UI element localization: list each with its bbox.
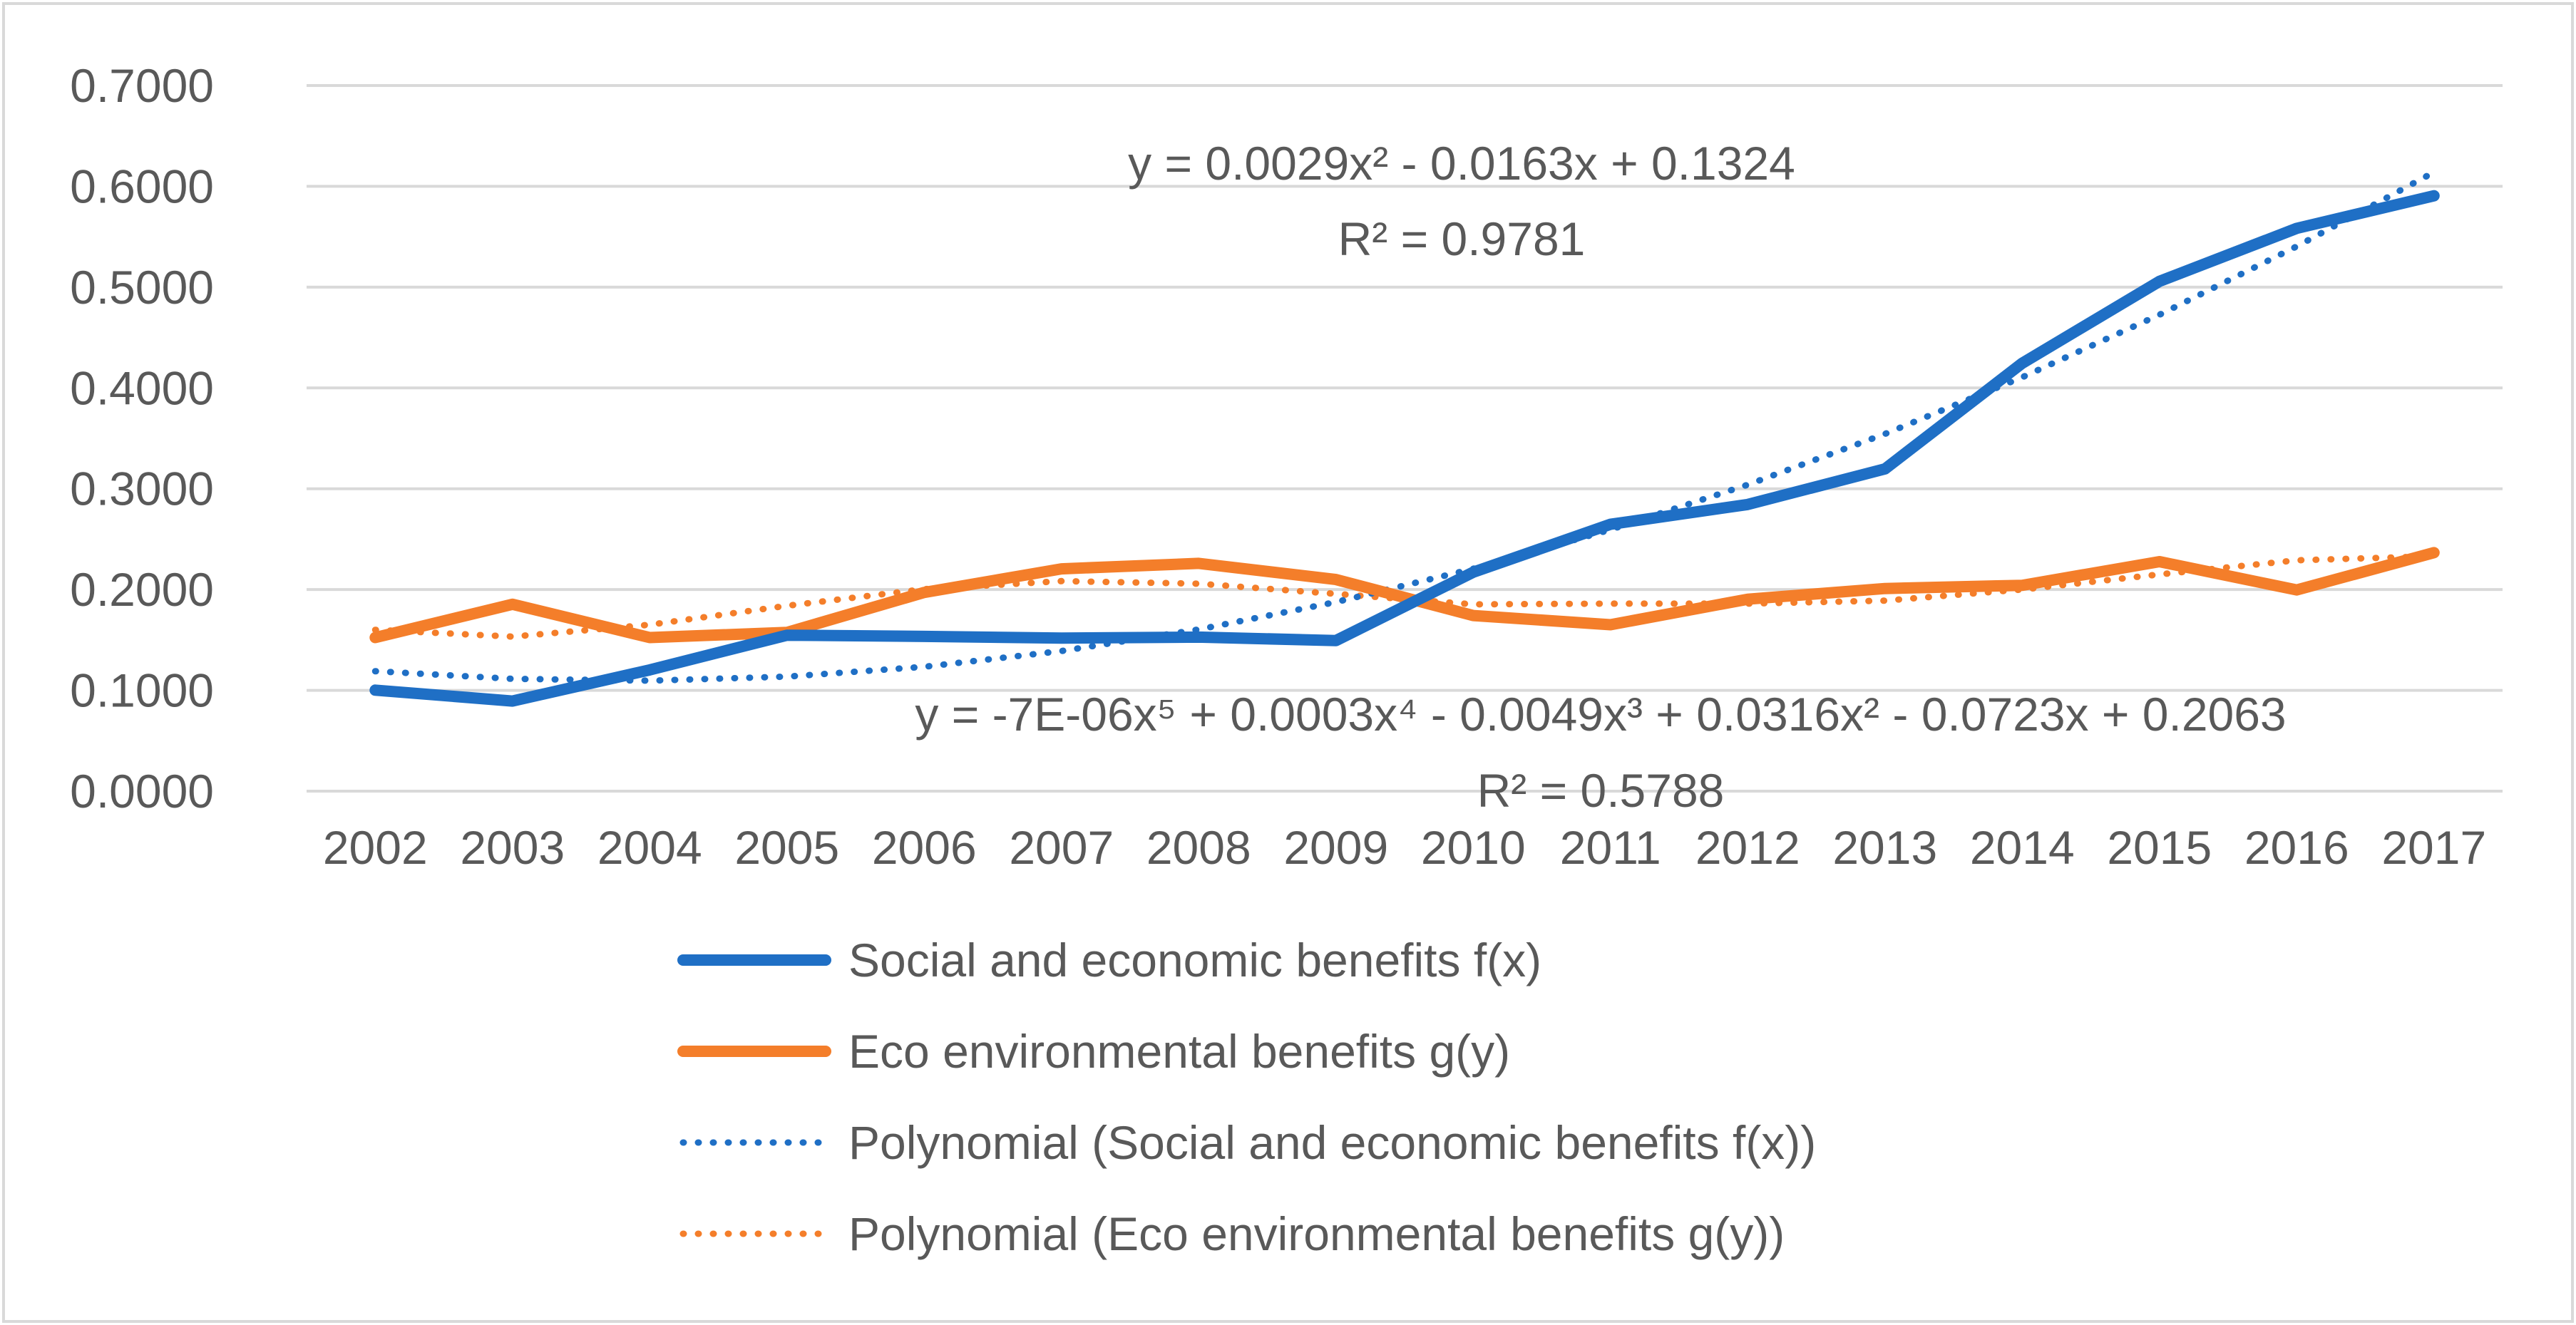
y-axis-ticks: 0.0000 0.1000 0.2000 0.3000 0.4000 0.5000 0.60… <box>70 59 214 818</box>
trendline-series-2 <box>371 169 2438 684</box>
y-tick-label: 0.4000 <box>70 361 214 414</box>
data-line-series-1 <box>369 547 2440 644</box>
x-tick-label: 2005 <box>734 821 839 874</box>
trendline-equation-1: y = -7E-06x⁵ + 0.0003x⁴ - 0.0049x³ + 0.0… <box>915 688 2286 741</box>
x-tick-label: 2016 <box>2244 821 2349 874</box>
x-tick-label: 2006 <box>872 821 977 874</box>
data-line-series-0 <box>369 190 2440 707</box>
trendline-equations: y = 0.0029x² - 0.0163x + 0.1324 R² = 0.97… <box>915 137 2286 817</box>
x-tick-label: 2007 <box>1009 821 1114 874</box>
trendline-equation-1: R² = 0.5788 <box>1477 764 1725 817</box>
x-tick-label: 2011 <box>1560 821 1661 874</box>
y-tick-label: 0.0000 <box>70 765 214 818</box>
y-tick-label: 0.5000 <box>70 261 214 314</box>
y-tick-label: 0.7000 <box>70 59 214 112</box>
trendline-equation-0: R² = 0.9781 <box>1338 212 1586 265</box>
trendline-equation-0: y = 0.0029x² - 0.0163x + 0.1324 <box>1128 137 1795 190</box>
x-tick-label: 2010 <box>1421 821 1526 874</box>
gridlines <box>307 84 2503 793</box>
x-tick-label: 2008 <box>1146 821 1251 874</box>
x-tick-label: 2009 <box>1283 821 1388 874</box>
y-tick-label: 0.1000 <box>70 664 214 717</box>
legend-label: Polynomial (Eco environmental benefits g… <box>848 1207 1785 1260</box>
y-tick-label: 0.3000 <box>70 463 214 515</box>
legend-label: Social and economic benefits f(x) <box>848 934 1541 986</box>
x-tick-label: 2012 <box>1695 821 1800 874</box>
x-tick-label: 2015 <box>2107 821 2212 874</box>
x-tick-label: 2004 <box>597 821 702 874</box>
legend-label: Eco environmental benefits g(y) <box>848 1025 1510 1078</box>
x-tick-label: 2002 <box>323 821 428 874</box>
x-tick-label: 2014 <box>1970 821 2075 874</box>
x-tick-label: 2013 <box>1832 821 1937 874</box>
legend-label: Polynomial (Social and economic benefits… <box>848 1116 1816 1169</box>
x-axis-ticks: 2002 2003 2004 2005 2006 2007 2008 2009 2010 2011… <box>323 821 2486 874</box>
x-tick-label: 2003 <box>460 821 565 874</box>
x-tick-label: 2017 <box>2381 821 2486 874</box>
series-lines <box>369 169 2440 707</box>
y-tick-label: 0.2000 <box>70 563 214 616</box>
y-tick-label: 0.6000 <box>70 160 214 212</box>
legend: Social and economic benefits f(x) Eco env… <box>677 934 1816 1260</box>
